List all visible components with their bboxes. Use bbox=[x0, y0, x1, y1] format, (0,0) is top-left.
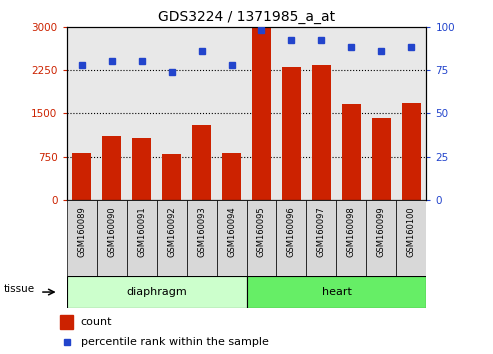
Bar bbox=[396, 200, 426, 276]
Bar bbox=[97, 200, 127, 276]
Text: count: count bbox=[81, 317, 112, 327]
Bar bbox=[162, 154, 181, 200]
Bar bbox=[157, 200, 186, 276]
Text: GSM160091: GSM160091 bbox=[137, 206, 146, 257]
Bar bbox=[372, 118, 391, 200]
Text: GSM160098: GSM160098 bbox=[347, 206, 356, 257]
Bar bbox=[192, 125, 211, 200]
Bar bbox=[312, 65, 331, 200]
Text: GSM160090: GSM160090 bbox=[107, 206, 116, 257]
Bar bbox=[222, 153, 241, 200]
Bar bbox=[67, 200, 97, 276]
Text: percentile rank within the sample: percentile rank within the sample bbox=[81, 337, 269, 347]
Bar bbox=[127, 200, 157, 276]
Bar bbox=[246, 276, 426, 308]
Bar bbox=[216, 200, 246, 276]
Bar bbox=[342, 104, 361, 200]
Text: diaphragm: diaphragm bbox=[126, 287, 187, 297]
Bar bbox=[246, 200, 277, 276]
Bar bbox=[252, 28, 271, 200]
Bar bbox=[60, 315, 73, 329]
Bar bbox=[186, 200, 216, 276]
Text: GSM160097: GSM160097 bbox=[317, 206, 326, 257]
Text: heart: heart bbox=[321, 287, 352, 297]
Bar bbox=[102, 136, 121, 200]
Bar bbox=[366, 200, 396, 276]
Text: GSM160099: GSM160099 bbox=[377, 206, 386, 257]
Bar bbox=[277, 200, 307, 276]
Text: GSM160092: GSM160092 bbox=[167, 206, 176, 257]
Text: GSM160089: GSM160089 bbox=[77, 206, 86, 257]
Bar bbox=[132, 138, 151, 200]
Text: GSM160095: GSM160095 bbox=[257, 206, 266, 257]
Bar bbox=[402, 103, 421, 200]
Text: GSM160093: GSM160093 bbox=[197, 206, 206, 257]
Bar bbox=[67, 276, 246, 308]
Text: GSM160094: GSM160094 bbox=[227, 206, 236, 257]
Title: GDS3224 / 1371985_a_at: GDS3224 / 1371985_a_at bbox=[158, 10, 335, 24]
Bar bbox=[72, 153, 91, 200]
Text: GSM160100: GSM160100 bbox=[407, 206, 416, 257]
Bar bbox=[336, 200, 366, 276]
Text: tissue: tissue bbox=[3, 284, 35, 294]
Bar bbox=[282, 67, 301, 200]
Bar bbox=[307, 200, 336, 276]
Text: GSM160096: GSM160096 bbox=[287, 206, 296, 257]
